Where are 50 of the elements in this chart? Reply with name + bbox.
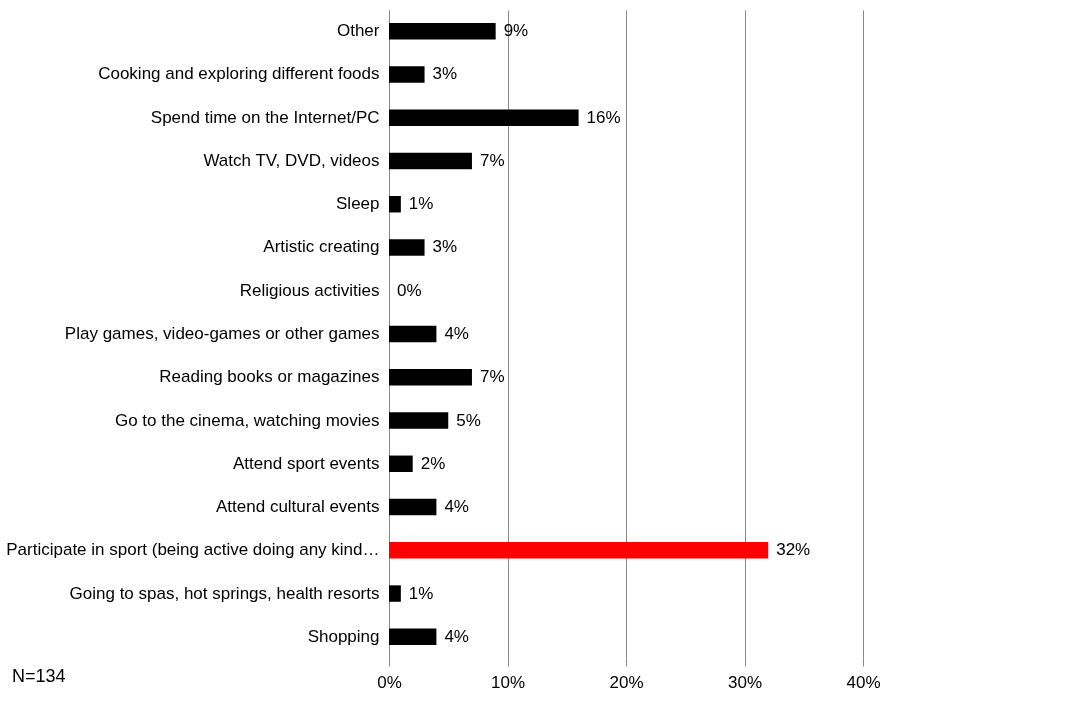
data-label: 1%	[408, 583, 434, 603]
y-tick-label: Participate in sport (being active doing any kind…	[6, 540, 380, 560]
bar	[389, 325, 437, 343]
y-tick-label: Cooking and exploring different foods	[98, 64, 380, 84]
data-label: 2%	[420, 453, 446, 473]
text: N=134	[12, 666, 66, 687]
y-tick-label: Shopping	[307, 626, 380, 646]
y-tick-label: Go to the cinema, watching movies	[114, 410, 380, 430]
bar	[389, 369, 472, 386]
data-label: 5%	[456, 410, 481, 430]
data-label: 3%	[432, 237, 458, 257]
data-label: 0%	[397, 280, 422, 300]
bar	[389, 585, 401, 602]
bar	[389, 109, 579, 126]
data-label: 7%	[479, 150, 505, 170]
data-label: 3%	[432, 64, 458, 84]
y-tick-label: Attend sport events	[233, 453, 380, 473]
data-label: 4%	[444, 626, 469, 646]
x-tick-label: 0%	[377, 672, 402, 692]
y-tick-label: Going to spas, hot springs, health resorts	[69, 583, 380, 603]
bar	[389, 66, 425, 83]
data-label: 9%	[503, 21, 529, 41]
bar	[389, 542, 769, 559]
bar	[389, 152, 472, 170]
y-tick-label: Reading books or magazines	[159, 367, 380, 387]
bar	[389, 239, 425, 256]
data-label: 4%	[444, 324, 469, 343]
bar	[389, 455, 413, 472]
bar	[389, 498, 437, 516]
bar	[389, 196, 401, 213]
y-tick-label: Other	[336, 21, 380, 41]
y-tick-label: Sleep	[336, 194, 380, 214]
y-tick-label: Play games, video-games or other games	[64, 324, 380, 343]
data-label: 16%	[586, 107, 621, 127]
bar	[389, 628, 437, 646]
data-label: 7%	[479, 367, 505, 387]
y-tick-label: Religious activities	[239, 280, 380, 300]
data-label: 4%	[444, 497, 469, 517]
data-label: 1%	[408, 194, 434, 214]
y-tick-label: Watch TV, DVD, videos	[203, 150, 380, 170]
y-tick-label: Spend time on the Internet/PC	[150, 107, 380, 127]
y-tick-label: Artistic creating	[263, 237, 380, 257]
x-tick-label: 20%	[609, 672, 644, 692]
data-label: 32%	[776, 540, 811, 560]
y-tick-label: Attend cultural events	[216, 497, 380, 517]
x-tick-label: 30%	[727, 672, 763, 692]
x-tick-label: 10%	[490, 672, 526, 692]
bar	[389, 412, 449, 429]
x-tick-label: 40%	[846, 672, 881, 692]
bar	[389, 22, 496, 40]
